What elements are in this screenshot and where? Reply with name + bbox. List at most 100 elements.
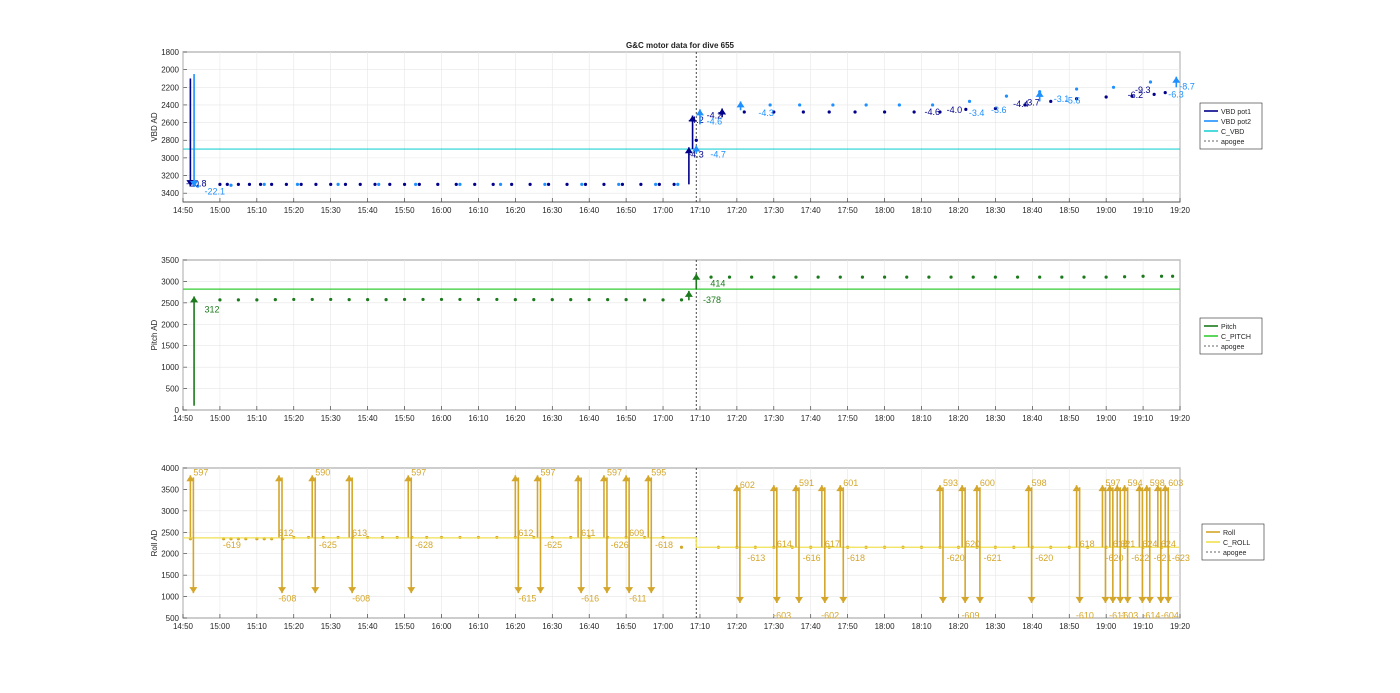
vbd-move-arrow-head — [692, 145, 701, 152]
roll-move-arrow-head — [1135, 485, 1144, 492]
annotation-label: -22.1 — [204, 186, 225, 196]
roll-move-arrow-head — [348, 587, 357, 594]
data-point — [860, 275, 865, 279]
data-point — [750, 275, 754, 279]
annotation-label: 598 — [1150, 478, 1165, 488]
data-point — [727, 275, 732, 279]
roll-move-arrow-head — [1075, 597, 1084, 603]
x-tick-label: 14:50 — [173, 206, 194, 215]
y-tick-label: 3000 — [161, 154, 179, 163]
x-tick-label: 16:30 — [542, 414, 563, 423]
y-tick-label: 1000 — [161, 593, 179, 602]
data-point — [864, 103, 868, 107]
data-point — [1104, 275, 1108, 279]
roll-move-arrow-head — [791, 485, 800, 492]
data-point — [417, 182, 421, 186]
data-point — [676, 182, 680, 186]
data-point — [672, 182, 676, 186]
x-tick-label: 18:50 — [1059, 206, 1080, 215]
data-point — [938, 110, 942, 114]
annotation-label: -626 — [611, 540, 629, 550]
roll-move-arrow-head — [622, 475, 631, 482]
annotation-label: -3.1 — [1054, 94, 1070, 104]
roll-move-arrow-head — [1120, 485, 1129, 492]
data-point — [624, 298, 628, 302]
legend-label: C_VBD — [1221, 129, 1244, 136]
x-tick-label: 17:10 — [690, 414, 711, 423]
data-point — [1060, 275, 1064, 279]
x-tick-label: 16:50 — [616, 622, 637, 631]
data-point — [1004, 94, 1009, 98]
x-tick-label: 18:40 — [1022, 206, 1043, 215]
x-tick-label: 18:20 — [948, 414, 969, 423]
y-tick-label: 3400 — [161, 189, 179, 198]
y-tick-label: 3000 — [161, 507, 179, 516]
annotation-label: -4.3 — [688, 149, 704, 159]
annotation-label: -620 — [1105, 553, 1123, 563]
annotation-label: 618 — [1080, 539, 1095, 549]
roll-move-arrow-head — [536, 587, 545, 594]
data-point — [620, 182, 625, 186]
x-tick-label: 15:50 — [395, 414, 416, 423]
x-tick-label: 15:20 — [284, 414, 305, 423]
annotation-label: 597 — [540, 467, 555, 477]
annotation-label: -616 — [803, 553, 821, 563]
annotation-label: -6.3 — [1168, 89, 1184, 99]
data-point — [772, 110, 776, 114]
data-point — [292, 297, 296, 302]
x-tick-label: 15:00 — [210, 414, 231, 423]
x-tick-label: 15:20 — [284, 622, 305, 631]
annotation-label: -615 — [518, 594, 536, 604]
data-point — [1163, 90, 1167, 95]
data-point — [580, 182, 584, 186]
subplot-1: 1800 2000 2200 2400 2600 2800 3000 3200 3400 14:5… — [150, 48, 1263, 215]
annotation-label: -619 — [223, 540, 241, 550]
data-point — [569, 298, 573, 302]
data-point — [270, 182, 274, 186]
annotation-label: -4.6 — [707, 117, 723, 127]
y-axis-label: VBD AD — [150, 112, 159, 142]
roll-move-arrow-head — [772, 597, 781, 603]
y-tick-label: 2500 — [161, 299, 179, 308]
x-tick-label: 15:00 — [210, 206, 231, 215]
annotation-label: -378 — [703, 295, 721, 305]
roll-move-arrow-head — [958, 485, 967, 492]
vbd-move-arrow-head — [695, 109, 704, 116]
roll-move-arrow-head — [647, 587, 656, 594]
x-tick-label: 19:20 — [1170, 206, 1191, 215]
roll-move-arrow-head — [1142, 485, 1151, 492]
data-point — [602, 182, 606, 186]
data-point — [299, 182, 303, 186]
annotation-label: -625 — [319, 540, 337, 550]
data-point — [967, 99, 972, 104]
data-point — [247, 182, 252, 186]
x-tick-label: 17:50 — [838, 414, 859, 423]
data-point — [218, 298, 222, 302]
vbd-move-arrow-head — [1172, 76, 1181, 83]
subplot-3: 500 1000 1500 2000 2500 3000 3500 4000 14:50 15:0… — [150, 464, 1265, 631]
data-point — [436, 182, 440, 186]
y-tick-label: 2400 — [161, 101, 179, 110]
x-tick-label: 16:40 — [579, 622, 600, 631]
roll-move-arrow-head — [1164, 597, 1173, 603]
data-point — [550, 298, 554, 302]
x-tick-label: 18:00 — [875, 414, 896, 423]
data-point — [583, 182, 588, 186]
data-point — [1075, 97, 1079, 101]
x-tick-label: 14:50 — [173, 414, 194, 423]
roll-move-arrow-head — [308, 475, 317, 482]
data-point — [964, 107, 968, 111]
annotation-label: 617 — [825, 539, 840, 549]
y-tick-label: 3200 — [161, 172, 179, 181]
x-tick-label: 16:20 — [505, 414, 526, 423]
plot-area — [182, 259, 1181, 411]
annotation-label: 597 — [411, 467, 426, 477]
data-point — [343, 182, 348, 186]
annotation-label: -3.7 — [1024, 97, 1040, 107]
data-point — [587, 298, 591, 302]
annotation-label: -3.4 — [969, 108, 985, 118]
data-point — [1141, 274, 1145, 278]
x-tick-label: 17:50 — [838, 622, 859, 631]
y-tick-label: 500 — [166, 385, 180, 394]
